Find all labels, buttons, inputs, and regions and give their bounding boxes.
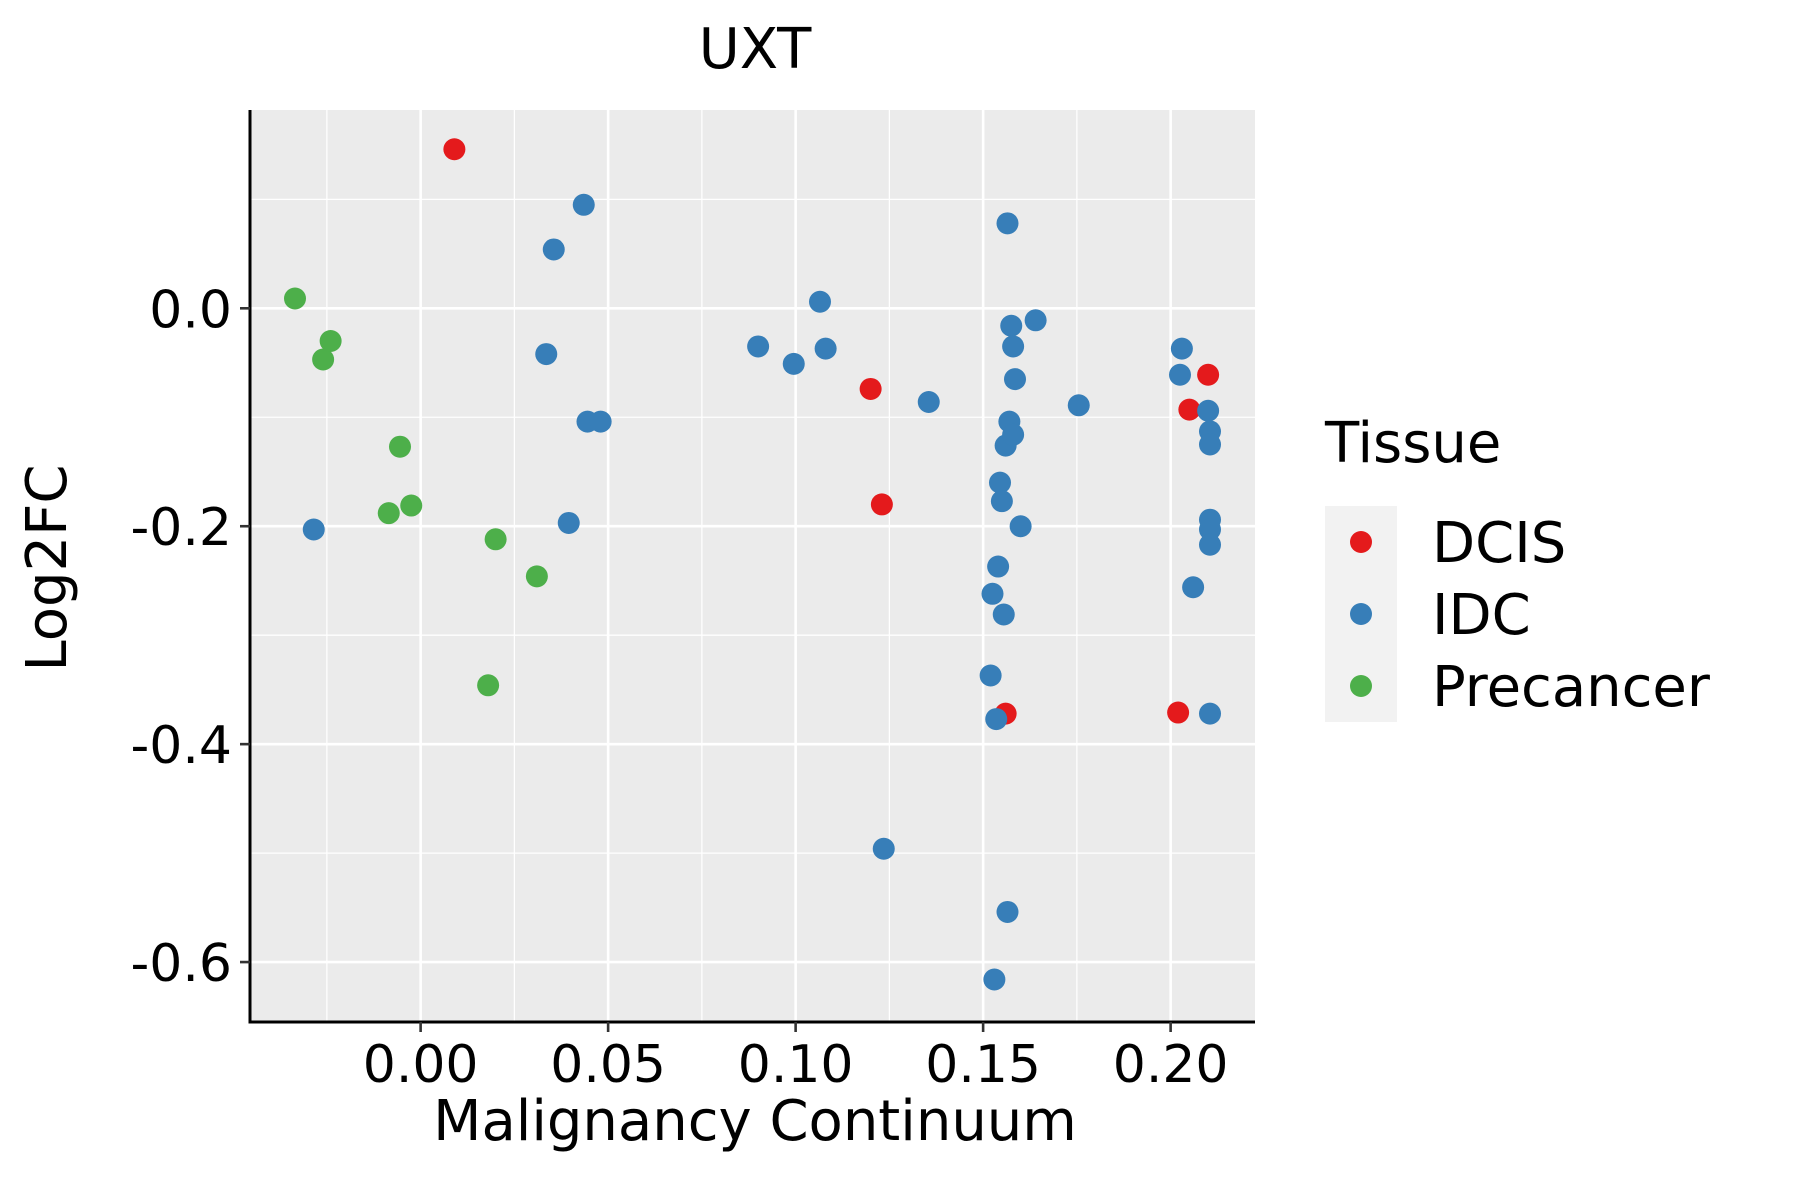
data-point-idc — [1199, 433, 1221, 456]
y-tick-label: -0.6 — [131, 934, 232, 994]
data-point-idc — [917, 391, 940, 414]
data-point-precancer — [389, 435, 411, 458]
data-point-idc — [985, 708, 1008, 731]
data-point-precancer — [284, 287, 306, 310]
data-point-precancer — [400, 494, 423, 517]
x-tick-label: 0.20 — [1113, 1035, 1229, 1095]
data-point-idc — [302, 518, 325, 541]
data-point-precancer — [377, 502, 400, 525]
data-point-idc — [1197, 399, 1220, 422]
data-point-precancer — [312, 348, 335, 371]
data-point-precancer — [477, 674, 500, 697]
data-point-idc — [535, 343, 558, 366]
data-point-idc — [996, 212, 1019, 235]
data-point-idc — [979, 664, 1002, 687]
data-point-idc — [814, 337, 837, 360]
data-point-idc — [572, 193, 595, 216]
x-axis-label: Malignancy Continuum — [433, 1089, 1077, 1154]
data-point-idc — [983, 968, 1006, 991]
x-tick-label: 0.15 — [925, 1035, 1041, 1095]
y-tick-label: -0.2 — [131, 498, 232, 558]
data-point-idc — [872, 837, 895, 860]
data-point-idc — [1000, 314, 1023, 337]
data-point-idc — [1067, 394, 1090, 417]
data-point-idc — [1199, 702, 1221, 725]
data-point-dcis — [1197, 363, 1220, 386]
data-point-idc — [1002, 335, 1025, 358]
data-point-idc — [1199, 533, 1221, 556]
data-point-idc — [589, 410, 612, 433]
data-point-idc — [996, 900, 1019, 923]
legend-key-precancer — [1350, 675, 1372, 697]
x-tick-label: 0.05 — [550, 1035, 666, 1095]
data-point-precancer — [484, 528, 507, 551]
data-point-idc — [1004, 368, 1026, 391]
data-point-idc — [989, 471, 1011, 494]
chart-title: UXT — [699, 17, 812, 82]
legend-label-idc: IDC — [1432, 583, 1531, 648]
data-point-idc — [981, 582, 1004, 605]
y-tick-label: 0.0 — [149, 280, 232, 340]
data-point-idc — [1024, 309, 1047, 332]
data-point-idc — [1169, 363, 1191, 386]
data-point-idc — [987, 555, 1010, 578]
data-point-idc — [990, 490, 1013, 513]
data-point-idc — [1009, 515, 1032, 538]
data-point-idc — [1170, 337, 1193, 360]
data-point-precancer — [319, 329, 342, 352]
plot-panel — [250, 110, 1255, 1022]
y-axis-label: Log2FC — [15, 465, 80, 672]
data-point-dcis — [443, 138, 466, 161]
legend-label-dcis: DCIS — [1432, 511, 1566, 576]
data-point-idc — [542, 238, 565, 261]
data-point-dcis — [1167, 701, 1190, 724]
data-point-dcis — [870, 493, 893, 516]
data-point-idc — [747, 335, 770, 358]
data-point-dcis — [1178, 398, 1201, 421]
x-tick-label: 0.00 — [363, 1035, 479, 1095]
legend-label-precancer: Precancer — [1432, 655, 1711, 720]
legend-key-dcis — [1350, 531, 1372, 553]
data-point-idc — [809, 290, 831, 313]
data-point-idc — [1182, 576, 1205, 599]
data-point-idc — [1002, 423, 1025, 446]
data-point-idc — [992, 603, 1015, 626]
data-point-idc — [782, 352, 805, 375]
legend: Tissue DCIS IDC Precancer — [1324, 411, 1711, 722]
data-point-precancer — [525, 565, 548, 588]
data-point-idc — [557, 511, 580, 534]
x-tick-label: 0.10 — [738, 1035, 854, 1095]
data-point-dcis — [859, 377, 882, 400]
legend-title: Tissue — [1324, 411, 1501, 476]
y-tick-label: -0.4 — [131, 716, 232, 776]
data-point-idc — [1199, 518, 1221, 541]
legend-key-idc — [1350, 603, 1372, 625]
